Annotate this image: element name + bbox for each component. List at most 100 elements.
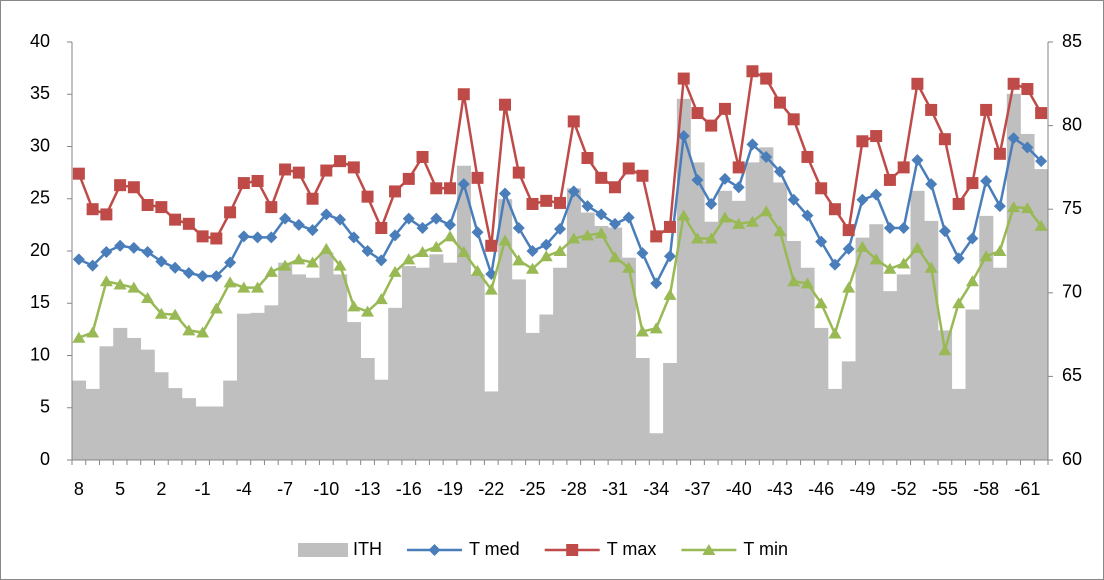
y-tick-label: 10 — [30, 344, 50, 364]
marker — [333, 259, 347, 271]
marker — [677, 72, 690, 85]
bar — [704, 221, 719, 460]
marker — [169, 261, 182, 274]
marker — [553, 245, 567, 256]
legend-item: ITH — [298, 539, 382, 559]
x-tick-label: -10 — [313, 479, 339, 499]
marker — [608, 217, 621, 230]
marker — [869, 253, 883, 265]
marker — [815, 182, 828, 195]
marker — [182, 324, 196, 336]
marker — [223, 276, 237, 288]
marker — [595, 171, 608, 184]
marker — [114, 239, 127, 252]
legend-label: T max — [607, 539, 657, 559]
marker — [264, 265, 278, 277]
marker — [334, 213, 347, 226]
marker — [428, 544, 441, 556]
marker — [512, 166, 525, 179]
marker — [993, 245, 1007, 256]
marker — [801, 150, 814, 163]
marker — [499, 98, 512, 111]
marker — [99, 275, 113, 287]
marker — [430, 212, 443, 225]
marker — [745, 215, 759, 227]
marker — [911, 154, 924, 167]
marker — [608, 251, 622, 263]
marker — [457, 88, 470, 101]
marker — [773, 225, 787, 237]
marker — [883, 173, 896, 186]
bar — [498, 199, 513, 460]
y-tick-label: 25 — [30, 188, 50, 208]
marker — [100, 208, 113, 221]
legend-label: T med — [469, 539, 520, 559]
marker — [279, 163, 292, 176]
marker — [828, 203, 841, 216]
bar — [236, 313, 252, 460]
bar — [965, 309, 980, 460]
bar — [388, 307, 403, 460]
marker — [938, 344, 952, 356]
marker — [855, 240, 869, 252]
marker — [622, 211, 635, 224]
marker — [815, 235, 828, 248]
marker — [787, 113, 800, 126]
marker — [1020, 202, 1034, 214]
marker — [100, 246, 113, 259]
bar — [333, 274, 348, 460]
marker — [526, 245, 539, 257]
marker — [691, 107, 704, 120]
marker — [567, 185, 580, 198]
marker — [334, 155, 347, 168]
marker — [649, 322, 663, 334]
bar — [456, 165, 471, 460]
marker — [251, 281, 265, 293]
marker — [635, 325, 649, 337]
marker — [374, 293, 388, 305]
bar — [374, 379, 389, 460]
bar — [85, 388, 100, 460]
x-tick-label: -1 — [195, 479, 211, 499]
marker — [388, 265, 402, 277]
marker — [883, 222, 896, 235]
marker — [979, 250, 993, 262]
marker — [980, 174, 993, 187]
bar — [718, 190, 733, 461]
marker — [265, 201, 278, 214]
bar — [745, 162, 760, 460]
marker — [471, 264, 485, 276]
bar — [484, 391, 499, 460]
x-tick-label: -40 — [726, 479, 752, 499]
bar — [924, 220, 939, 460]
marker — [1021, 83, 1034, 96]
x-tick-label: -43 — [767, 479, 793, 499]
marker — [512, 222, 525, 235]
bar — [113, 327, 128, 460]
marker — [113, 278, 127, 290]
marker — [416, 150, 429, 163]
marker — [663, 250, 676, 263]
marker — [375, 254, 388, 267]
y2-tick-label: 70 — [1062, 282, 1082, 302]
marker — [938, 225, 951, 238]
marker — [499, 187, 512, 200]
bar — [278, 262, 293, 460]
marker — [580, 229, 594, 241]
marker — [925, 103, 938, 116]
bar — [800, 267, 815, 460]
bar — [938, 330, 953, 460]
legend-label: ITH — [353, 539, 382, 559]
bar — [1034, 169, 1049, 460]
marker — [471, 171, 484, 184]
bar — [773, 182, 788, 460]
marker — [512, 254, 526, 266]
marker — [224, 206, 237, 219]
y2-tick-label: 85 — [1062, 31, 1082, 51]
marker — [924, 261, 938, 273]
marker — [773, 165, 786, 178]
marker — [72, 167, 85, 180]
marker — [86, 326, 100, 338]
marker — [842, 281, 856, 293]
